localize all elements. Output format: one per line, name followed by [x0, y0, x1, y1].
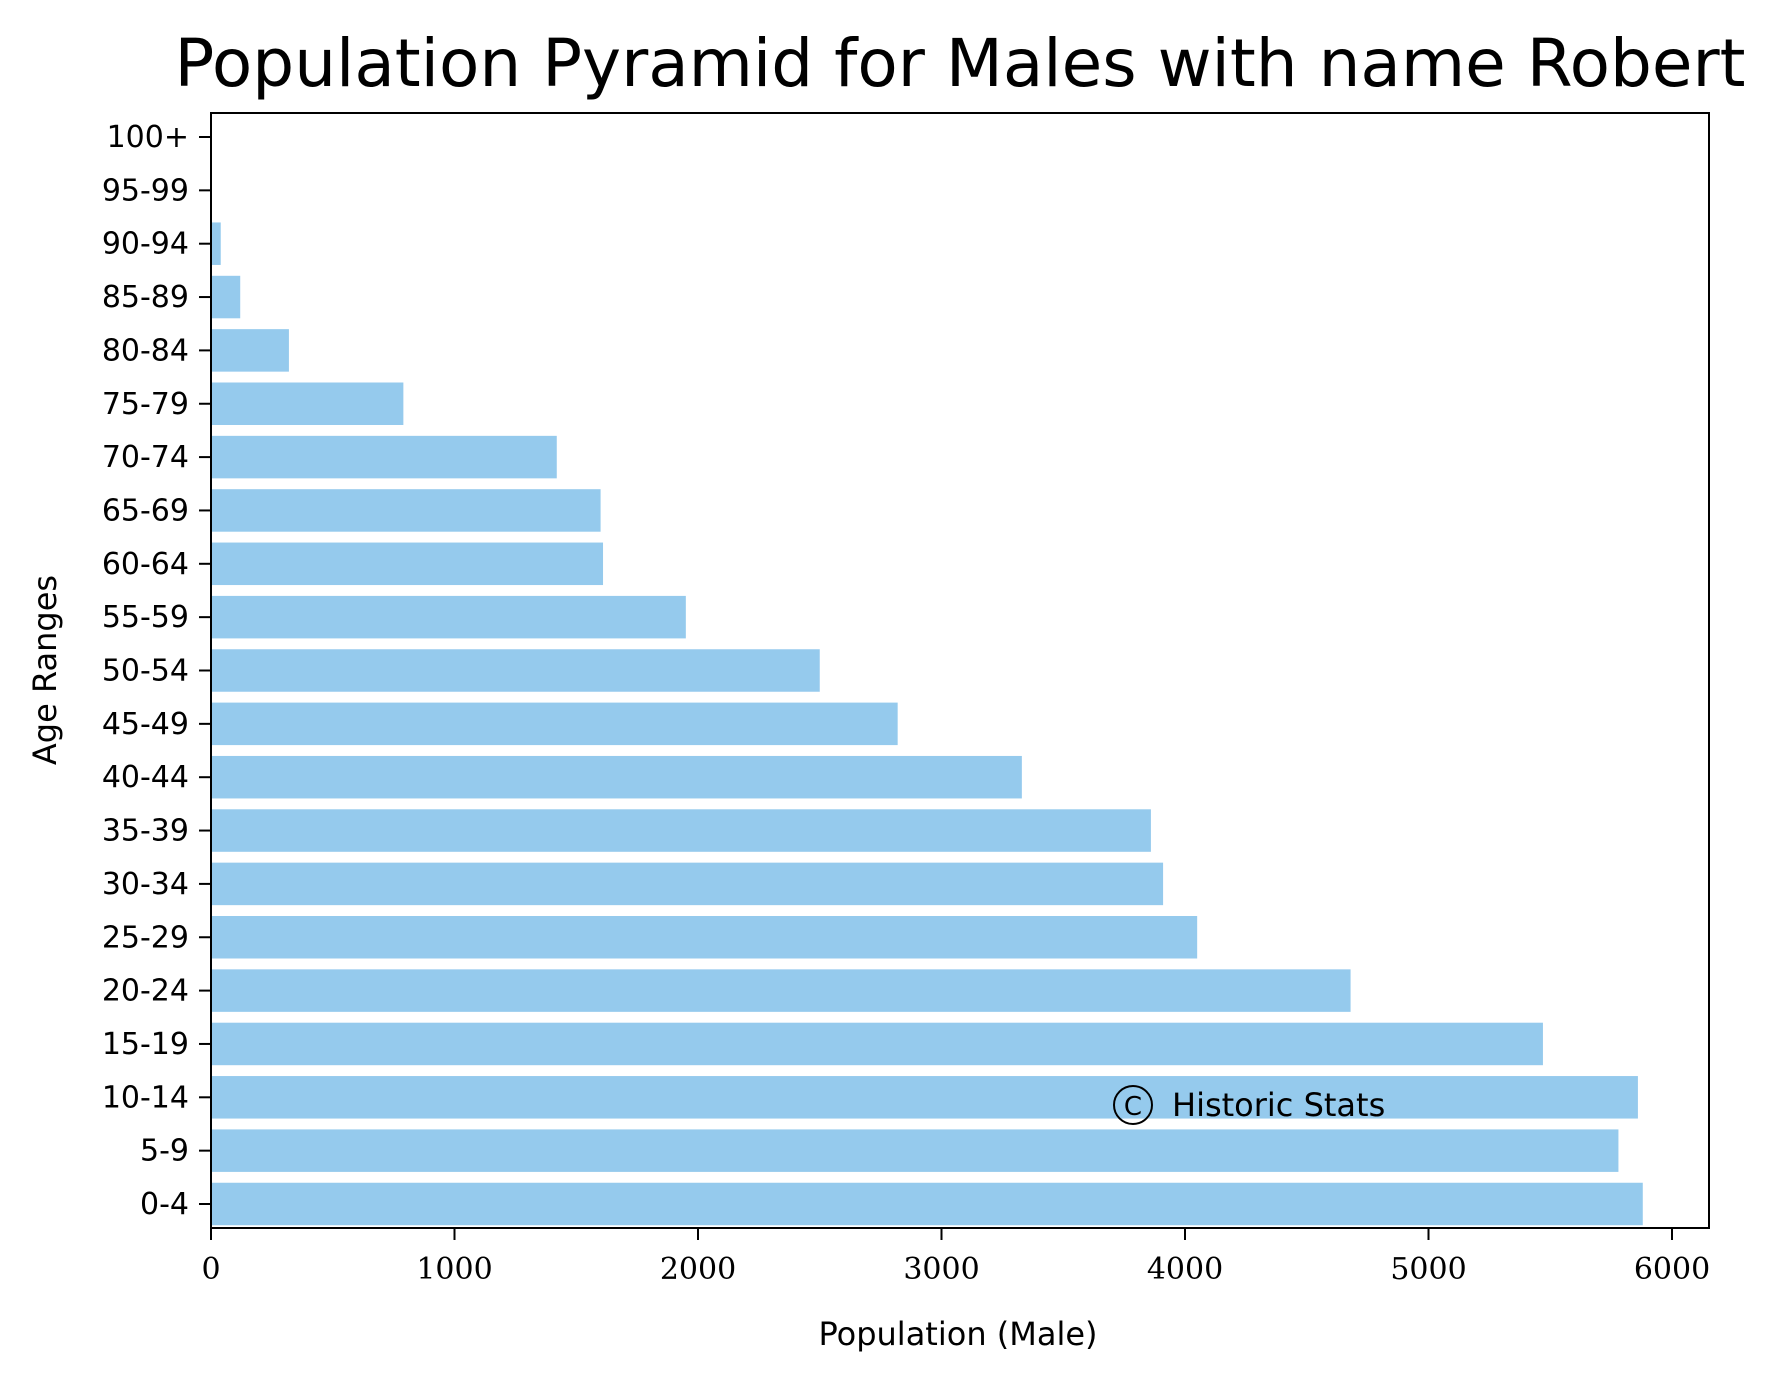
bar-15-19: [211, 1022, 1543, 1066]
y-tick-label: 85-89: [102, 280, 189, 315]
bar-60-64: [211, 542, 604, 586]
x-tick-label: 0: [201, 1252, 220, 1287]
bar-85-89: [211, 275, 241, 319]
bar-90-94: [211, 222, 221, 265]
x-axis-label: Population (Male): [818, 1315, 1097, 1353]
y-tick-label: 100+: [107, 120, 189, 155]
y-tick-label: 5-9: [140, 1134, 189, 1169]
y-tick-label: 80-84: [102, 333, 189, 368]
watermark: C Historic Stats: [1113, 1085, 1385, 1125]
y-tick-label: 40-44: [102, 760, 189, 795]
y-tick-label: 90-94: [102, 227, 189, 262]
bar-10-14: [211, 1076, 1638, 1119]
y-axis-ticks: 0-4 5-9 10-14 15-19 20-24 25-29 30-34 35-39 40-4…: [102, 120, 211, 1222]
watermark-text: Historic Stats: [1172, 1086, 1385, 1124]
x-tick-label: 2000: [660, 1252, 736, 1287]
bar-65-69: [211, 489, 601, 532]
bar-20-24: [211, 969, 1351, 1012]
copyright-c-glyph: C: [1124, 1092, 1142, 1122]
bar-70-74: [211, 435, 557, 479]
bar-35-39: [211, 809, 1151, 852]
bar-30-34: [211, 862, 1164, 906]
y-tick-label: 35-39: [102, 814, 189, 849]
bar-75-79: [211, 382, 404, 425]
bars-group: [211, 222, 1643, 1226]
copyright-icon: [1113, 1085, 1153, 1125]
y-tick-label: 30-34: [102, 867, 189, 902]
y-tick-label: 95-99: [102, 173, 189, 208]
x-axis-ticks: 0 1000 2000 3000 4000 5000 6000: [201, 1228, 1710, 1287]
bar-0-4: [211, 1182, 1643, 1226]
bar-25-29: [211, 916, 1198, 959]
bar-40-44: [211, 755, 1022, 799]
y-tick-label: 70-74: [102, 440, 189, 475]
x-tick-label: 6000: [1634, 1252, 1710, 1287]
y-axis-label: Age Ranges: [26, 575, 64, 765]
y-tick-label: 65-69: [102, 493, 189, 528]
y-tick-label: 45-49: [102, 707, 189, 742]
bar-80-84: [211, 329, 289, 372]
y-tick-label: 60-64: [102, 547, 189, 582]
y-tick-label: 75-79: [102, 387, 189, 422]
x-tick-label: 4000: [1147, 1252, 1223, 1287]
x-tick-label: 3000: [903, 1252, 979, 1287]
chart-title: Population Pyramid for Males with name R…: [174, 25, 1745, 102]
y-tick-label: 20-24: [102, 974, 189, 1009]
bar-55-59: [211, 595, 686, 639]
bar-50-54: [211, 649, 820, 692]
y-tick-label: 0-4: [140, 1187, 189, 1222]
y-tick-label: 15-19: [102, 1027, 189, 1062]
y-tick-label: 55-59: [102, 600, 189, 635]
y-tick-label: 10-14: [102, 1080, 189, 1115]
bar-45-49: [211, 702, 898, 746]
plot-frame: [210, 112, 1710, 1229]
y-tick-label: 50-54: [102, 654, 189, 689]
x-tick-label: 1000: [416, 1252, 492, 1287]
x-tick-label: 5000: [1390, 1252, 1466, 1287]
bar-5-9: [211, 1129, 1619, 1172]
y-tick-label: 25-29: [102, 920, 189, 955]
